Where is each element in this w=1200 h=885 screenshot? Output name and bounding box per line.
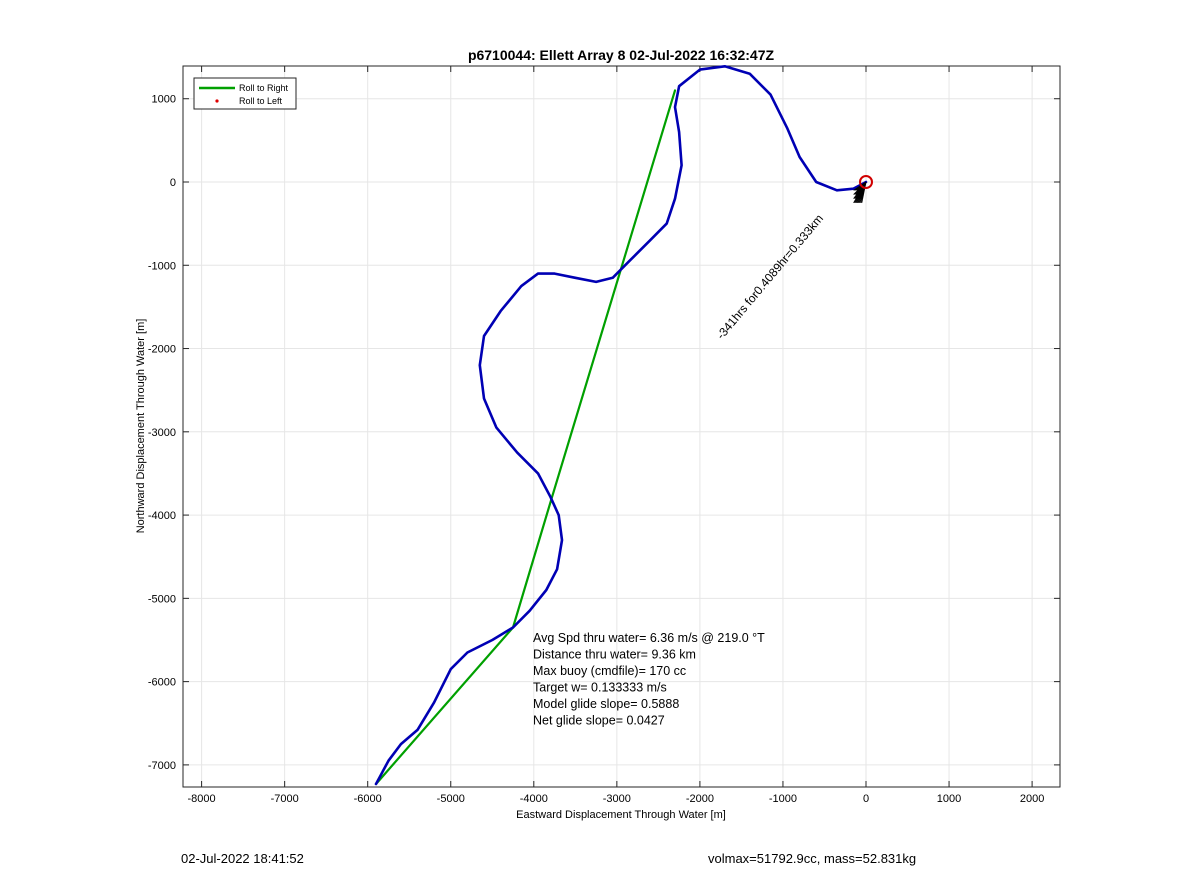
rotated-annotation: -341hrs for0.4089hr=0.333km: [714, 212, 827, 342]
x-tick-label: -1000: [769, 793, 797, 805]
legend-label-roll-left: Roll to Left: [239, 96, 283, 106]
y-tick-label: -5000: [148, 593, 176, 605]
y-tick-label: -4000: [148, 510, 176, 522]
footer-volmax-mass: volmax=51792.9cc, mass=52.831kg: [708, 851, 917, 866]
heading-wedge: [853, 181, 867, 204]
y-axis-label: Northward Displacement Through Water [m]: [135, 319, 147, 534]
x-tick-label: -3000: [603, 793, 631, 805]
y-tick-label: -2000: [148, 344, 176, 356]
x-tick-label: -8000: [188, 793, 216, 805]
stats-line: Net glide slope= 0.0427: [533, 714, 665, 728]
marker-layer: [859, 175, 873, 189]
y-tick-label: -7000: [148, 760, 176, 772]
footer-timestamp: 02-Jul-2022 18:41:52: [181, 851, 304, 866]
chart-title: p6710044: Ellett Array 8 02-Jul-2022 16:…: [468, 47, 775, 63]
legend-label-roll-right: Roll to Right: [239, 83, 289, 93]
series-line-track: [374, 65, 868, 786]
start-marker: [859, 175, 873, 189]
stats-line: Avg Spd thru water= 6.36 m/s @ 219.0 °T: [533, 631, 765, 645]
y-axis-ticks: -7000 -6000 -5000 -4000 -3000 -2000 -1000 0 1000: [148, 94, 1060, 772]
x-axis-ticks: -8000 -7000 -6000 -5000 -4000 -3000 -2000 -1000…: [188, 66, 1044, 805]
x-tick-label: -2000: [686, 793, 714, 805]
series-line-roll-right: [374, 89, 677, 786]
x-tick-label: 2000: [1020, 793, 1044, 805]
y-tick-label: -1000: [148, 260, 176, 272]
y-tick-label: 1000: [152, 94, 176, 106]
stats-line: Max buoy (cmdfile)= 170 cc: [533, 664, 686, 678]
plot-area: [182, 65, 1061, 788]
stats-line: Target w= 0.133333 m/s: [533, 681, 667, 695]
legend: Roll to Right Roll to Left: [193, 77, 297, 110]
x-axis-label: Eastward Displacement Through Water [m]: [516, 809, 726, 821]
y-tick-label: -3000: [148, 427, 176, 439]
x-tick-label: -6000: [354, 793, 382, 805]
stats-line: Distance thru water= 9.36 km: [533, 648, 696, 662]
y-tick-label: -6000: [148, 677, 176, 689]
grid-lines: [183, 66, 1060, 787]
legend-dot-roll-left: [215, 99, 219, 103]
wedge-line: [861, 181, 867, 191]
stats-block: Avg Spd thru water= 6.36 m/s @ 219.0 °T D…: [533, 631, 765, 728]
legend-box: [193, 77, 297, 110]
x-tick-label: -5000: [437, 793, 465, 805]
series-layer: [374, 65, 868, 786]
x-tick-label: 0: [863, 793, 869, 805]
x-tick-label: -4000: [520, 793, 548, 805]
y-tick-label: 0: [170, 177, 176, 189]
stats-line: Model glide slope= 0.5888: [533, 697, 679, 711]
x-tick-label: -7000: [271, 793, 299, 805]
x-tick-label: 1000: [937, 793, 961, 805]
